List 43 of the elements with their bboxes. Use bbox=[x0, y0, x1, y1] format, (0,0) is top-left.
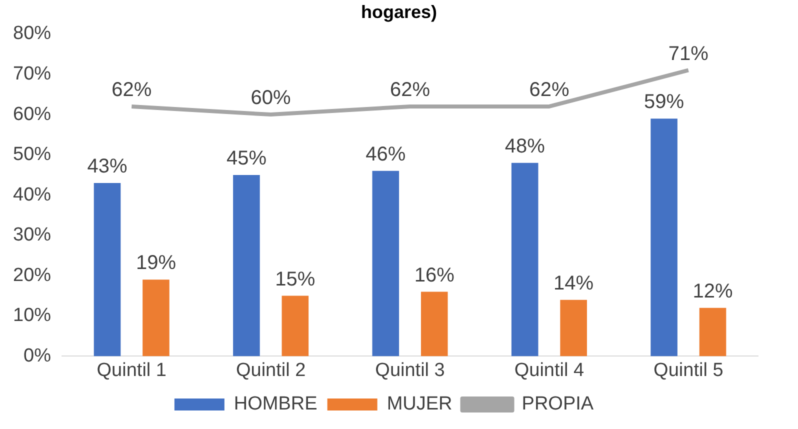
data-label: 71% bbox=[668, 42, 709, 65]
chart-title: hogares) bbox=[360, 2, 438, 23]
y-tick-label: 70% bbox=[12, 64, 52, 85]
bar bbox=[650, 118, 678, 356]
y-tick-label: 40% bbox=[12, 184, 52, 206]
data-label: 15% bbox=[275, 268, 316, 290]
bar bbox=[142, 280, 170, 356]
data-label: 48% bbox=[504, 135, 546, 158]
legend-label: HOMBRE bbox=[234, 394, 318, 415]
y-tick-label: 30% bbox=[12, 224, 52, 246]
y-tick-label: 80% bbox=[12, 23, 52, 44]
data-label: 16% bbox=[414, 264, 455, 286]
y-tick-label: 10% bbox=[12, 305, 52, 326]
y-tick-label: 0% bbox=[24, 345, 52, 366]
data-label: 19% bbox=[136, 252, 176, 274]
y-tick-label: 50% bbox=[12, 144, 52, 166]
bar bbox=[233, 174, 260, 356]
bar bbox=[420, 292, 448, 356]
data-label: 60% bbox=[250, 87, 292, 110]
bar bbox=[699, 308, 726, 356]
data-label: 62% bbox=[112, 79, 152, 102]
data-label: 46% bbox=[366, 143, 406, 166]
x-tick-label: Quintil 1 bbox=[96, 360, 166, 381]
legend-label: MUJER bbox=[386, 394, 452, 415]
y-tick-label: 60% bbox=[12, 104, 52, 125]
data-label: 59% bbox=[644, 91, 684, 114]
data-label: 12% bbox=[692, 280, 733, 302]
x-tick-label: Quintil 3 bbox=[375, 360, 445, 381]
bar bbox=[94, 183, 121, 356]
x-tick-label: Quintil 4 bbox=[514, 360, 584, 381]
x-tick-label: Quintil 2 bbox=[236, 360, 306, 381]
data-label: 45% bbox=[226, 147, 267, 170]
bar bbox=[560, 300, 587, 356]
x-tick-label: Quintil 5 bbox=[654, 360, 724, 381]
bar bbox=[511, 162, 538, 356]
data-label: 14% bbox=[554, 272, 594, 294]
y-tick-label: 20% bbox=[12, 264, 52, 286]
bar bbox=[282, 296, 309, 356]
data-label: 43% bbox=[87, 156, 128, 178]
data-label: 62% bbox=[390, 79, 430, 102]
data-label: 62% bbox=[529, 79, 570, 102]
legend-label: PROPIA bbox=[522, 394, 594, 415]
bar bbox=[372, 170, 400, 356]
